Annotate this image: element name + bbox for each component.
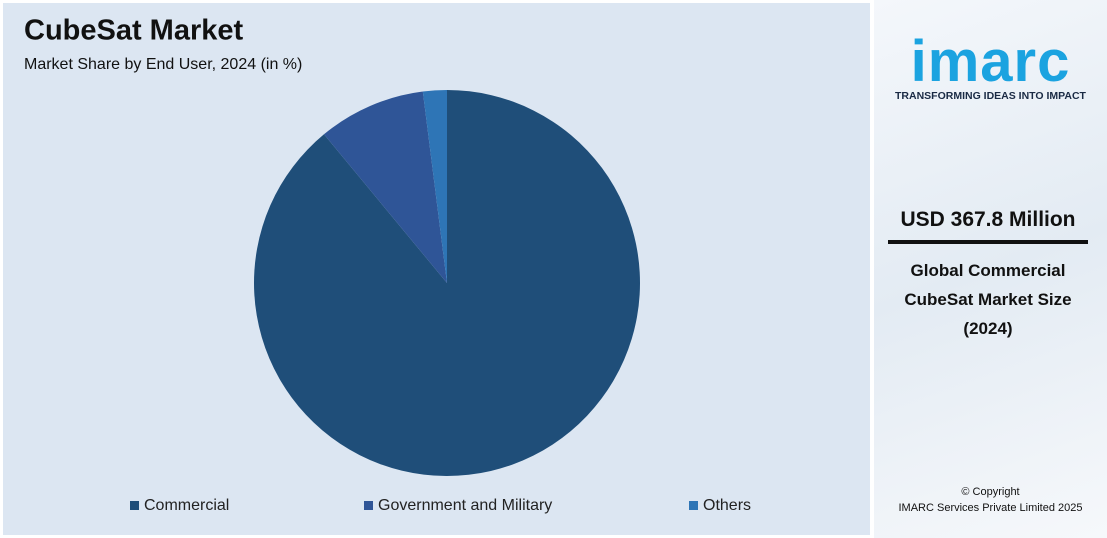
legend-swatch	[689, 501, 698, 510]
chart: CubeSat Market Market Share by End User,…	[3, 3, 870, 535]
legend-swatch	[364, 501, 373, 510]
legend-label: Others	[703, 497, 751, 514]
logo: imarc	[910, 29, 1071, 94]
description: Global Commercial CubeSat Market Size (2…	[904, 261, 1072, 338]
chart-subtitle: Market Share by End User, 2024 (in %)	[24, 56, 302, 73]
chart-title: CubeSat Market	[24, 15, 244, 47]
legend-label: Commercial	[144, 497, 229, 514]
tagline: TRANSFORMING IDEAS INTO IMPACT	[895, 90, 1086, 102]
pie-slice	[422, 90, 447, 283]
sidebar: imarc TRANSFORMING IDEAS INTO IMPACT USD…	[874, 0, 1107, 538]
legend-swatch	[130, 501, 139, 510]
company: IMARC Services Private Limited 2025	[898, 502, 1083, 514]
pie-slice	[323, 91, 447, 283]
legend-label: Government and Military	[378, 497, 552, 514]
headline: USD 367.8 Million	[888, 208, 1088, 244]
copyright: © Copyright	[961, 486, 1020, 498]
